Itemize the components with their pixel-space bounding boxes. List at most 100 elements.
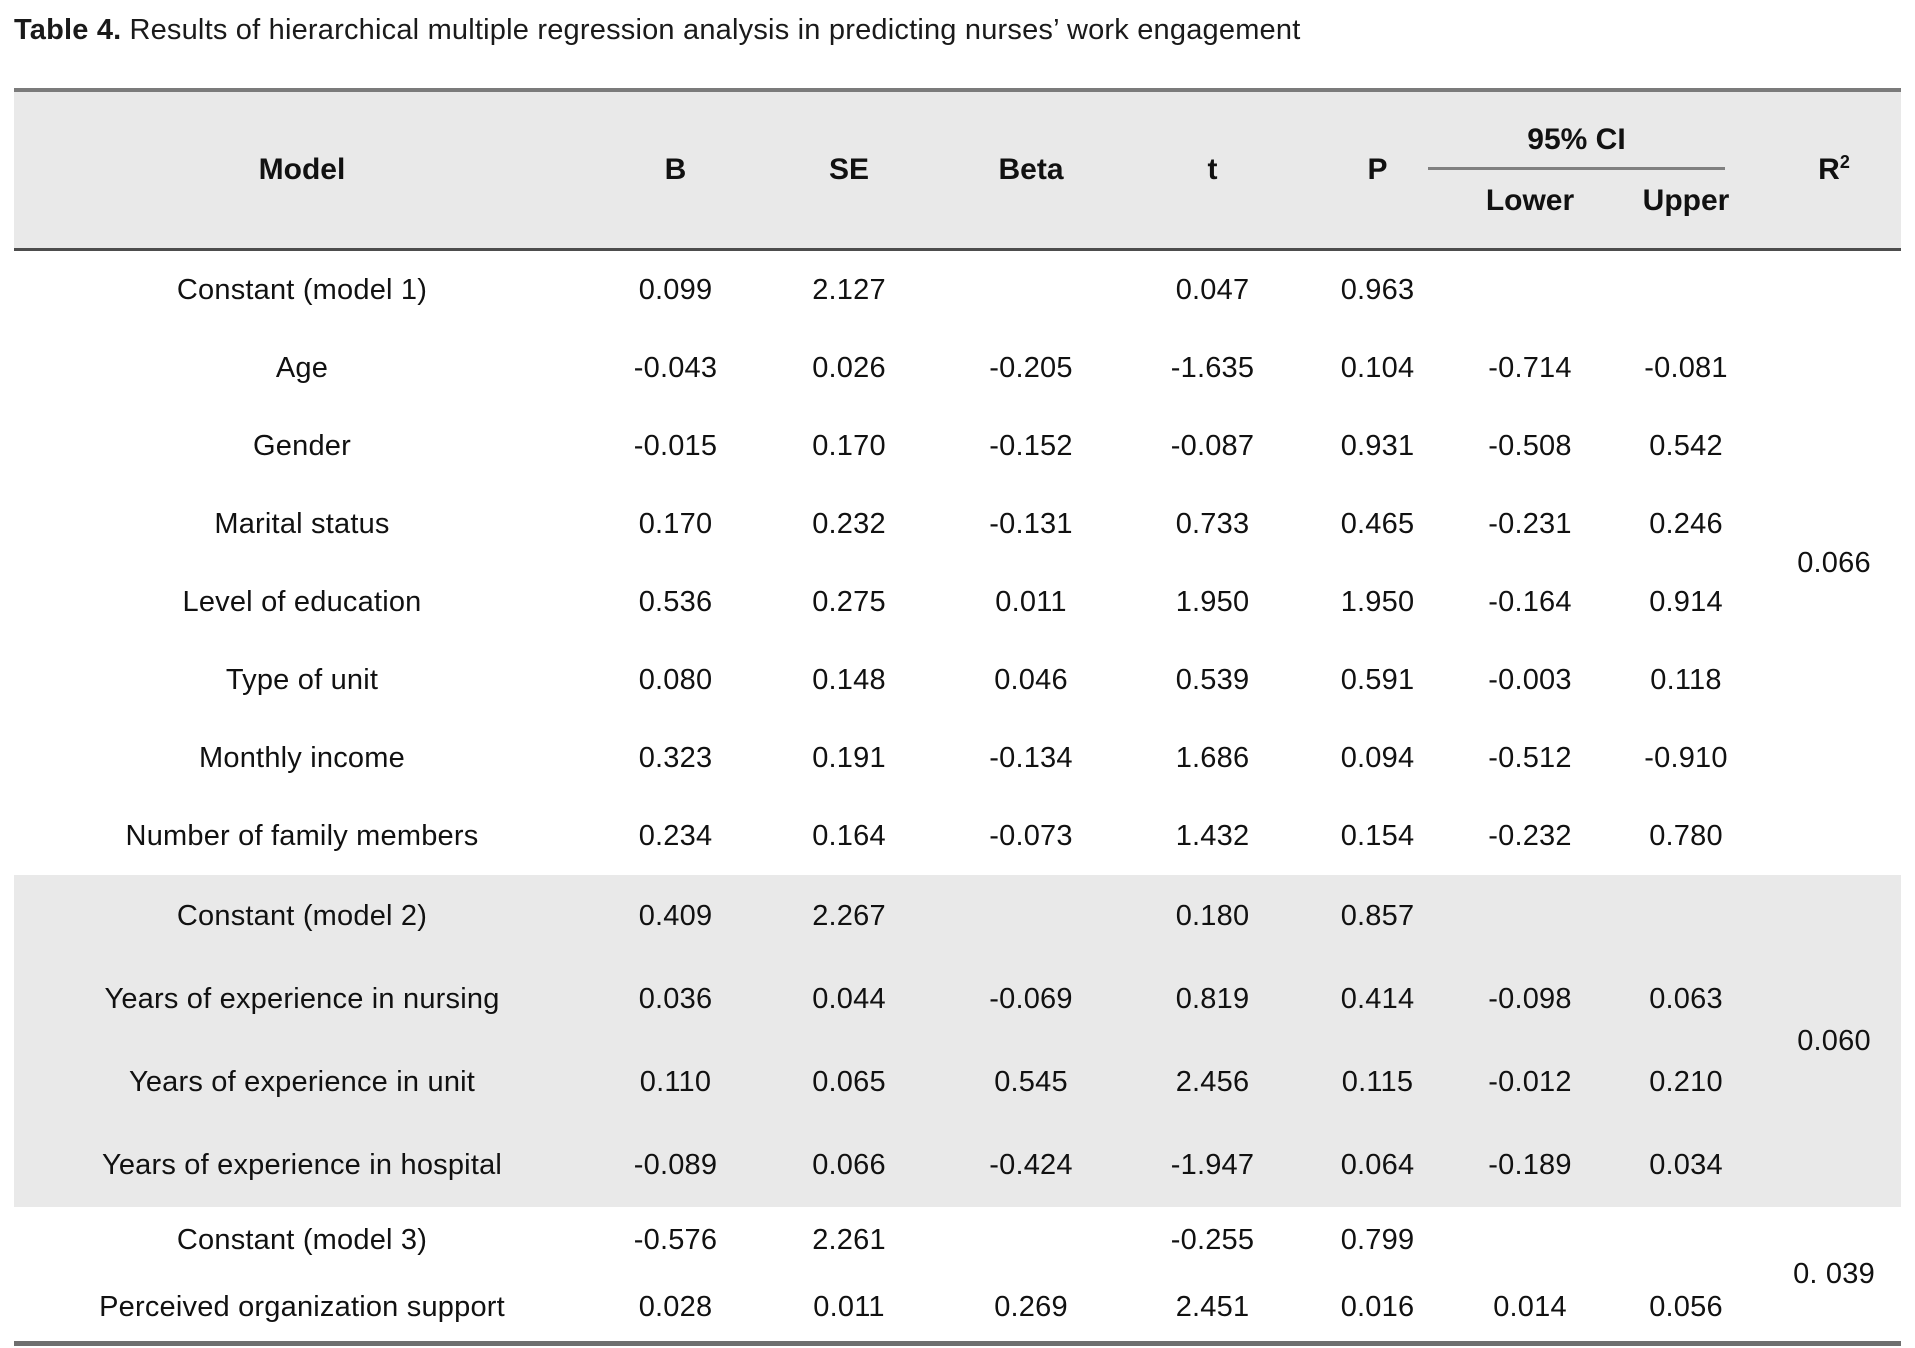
table-row: Marital status 0.170 0.232 -0.131 0.733 0.465… [14,485,1901,563]
cell-beta: -0.069 [937,958,1125,1041]
cell-t: -1.947 [1125,1124,1300,1207]
cell-lower: -0.231 [1488,507,1572,540]
cell-p: 0.154 [1340,819,1415,852]
r-squared-exponent: 2 [1839,152,1850,172]
cell-model: Years of experience in hospital [14,1124,590,1207]
cell-t: 0.819 [1125,958,1300,1041]
cell-lower [1455,250,1605,330]
cell-model: Number of family members [125,819,479,852]
cell-upper: 0.780 [1649,819,1723,852]
cell-p: 0.591 [1340,663,1415,696]
cell-se: 0.232 [812,507,886,540]
cell-t: 2.456 [1125,1041,1300,1124]
table-row: Years of experience in unit 0.110 0.065 0.5… [14,1041,1901,1124]
ci-header-stack: 95% CI Lower Upper [1428,92,1767,248]
cell-b: 0.536 [638,585,713,618]
column-header-model: Model [14,90,590,251]
column-header-r-squared: R2 [1767,90,1901,251]
cell-se: 2.267 [761,875,937,958]
table-body: Constant (model 1) 0.099 2.127 0.047 0.963 0.… [14,250,1901,1344]
ci-spanner-rule [1428,166,1725,170]
cell-lower: -0.098 [1455,958,1605,1041]
cell-r-squared: 0.066 [1797,546,1871,579]
cell-beta: 0.269 [994,1291,1068,1323]
cell-b: -0.015 [633,429,718,462]
cell-b: -0.089 [590,1124,761,1207]
table-row: Age -0.043 0.026 -0.205 -1.635 0.104 -0.714 -0.… [14,329,1901,407]
cell-se: 0.065 [761,1041,937,1124]
table-caption-text: Results of hierarchical multiple regress… [129,14,1301,46]
cell-b: 0.099 [638,273,713,306]
cell-t: 1.950 [1175,585,1250,618]
cell-b: 0.036 [590,958,761,1041]
column-header-b: B [590,90,761,251]
cell-r-squared: 0.060 [1767,875,1901,1207]
cell-upper: 0.063 [1605,958,1767,1041]
cell-lower: -0.512 [1488,741,1572,774]
cell-se: 0.170 [812,429,886,462]
cell-upper: 0.914 [1649,585,1723,618]
cell-se: 2.261 [812,1224,886,1256]
table-row: Monthly income 0.323 0.191 -0.134 1.686 0.094… [14,719,1901,797]
cell-model: Constant (model 1) [176,273,428,306]
cell-b: 0.323 [638,741,713,774]
cell-se: 0.148 [812,663,886,696]
cell-model: Years of experience in nursing [14,958,590,1041]
cell-beta: -0.424 [937,1124,1125,1207]
r-squared-base: R [1818,153,1840,186]
cell-beta: -0.205 [989,351,1073,384]
cell-t: 0.539 [1175,663,1250,696]
cell-upper: 0.542 [1649,429,1723,462]
cell-model: Gender [253,429,351,462]
cell-b: -0.576 [633,1224,718,1256]
cell-se: 0.164 [812,819,886,852]
cell-beta: -0.073 [989,819,1073,852]
table-row: Constant (model 1) 0.099 2.127 0.047 0.963 0.… [14,250,1901,579]
cell-se: 0.275 [812,585,886,618]
cell-t: -1.635 [1170,351,1255,384]
cell-t: -0.087 [1170,429,1255,462]
column-header-ci-group: 95% CI Lower Upper [1428,90,1767,251]
cell-upper: -0.910 [1644,741,1728,774]
cell-beta: 0.545 [937,1041,1125,1124]
cell-upper [1605,1207,1767,1274]
cell-lower [1455,875,1605,958]
cell-r-squared: 0. 039 [1793,1257,1875,1290]
cell-beta: -0.131 [989,507,1073,540]
cell-model: Constant (model 3) [176,1224,428,1256]
cell-p: 0.115 [1300,1041,1455,1124]
column-header-ci-lower: Lower [1485,183,1575,217]
cell-model: Years of experience in unit [14,1041,590,1124]
ci-group-label: 95% CI [1527,122,1626,156]
cell-beta: -0.152 [989,429,1073,462]
table-row: Number of family members 0.234 0.164 -0.073… [14,797,1901,875]
cell-p: 0.857 [1300,875,1455,958]
cell-lower: -0.189 [1455,1124,1605,1207]
cell-b: 0.234 [638,819,713,852]
cell-b: 0.110 [590,1041,761,1124]
cell-se: 0.066 [761,1124,937,1207]
cell-t: 0.047 [1175,273,1250,306]
table-row: Level of education 0.536 0.275 0.011 1.950 1.… [14,563,1901,641]
table-row: Years of experience in hospital -0.089 0.0… [14,1124,1901,1207]
regression-table: Model B SE Beta t P 95% CI Lower Upper [14,88,1901,1346]
cell-p: 0.064 [1300,1124,1455,1207]
ci-subheaders: Lower Upper [1455,170,1767,218]
cell-t: 1.432 [1175,819,1250,852]
cell-upper: 0.118 [1650,663,1722,696]
cell-beta: 0.046 [994,663,1068,696]
cell-model: Age [275,351,329,384]
cell-se: 0.011 [813,1291,885,1323]
table-header: Model B SE Beta t P 95% CI Lower Upper [14,90,1901,251]
cell-b: 0.080 [638,663,713,696]
cell-lower: -0.714 [1488,351,1572,384]
cell-upper: 0.056 [1649,1291,1723,1323]
cell-p: 0.799 [1340,1224,1415,1256]
cell-t: 0.733 [1175,507,1250,540]
cell-upper: 0.210 [1605,1041,1767,1124]
cell-p: 0.465 [1340,507,1415,540]
table-row: Perceived organization support 0.028 0.011… [14,1274,1901,1344]
cell-model: Perceived organization support [99,1291,505,1323]
cell-se: 0.191 [812,741,886,774]
column-header-p: P [1300,90,1455,251]
